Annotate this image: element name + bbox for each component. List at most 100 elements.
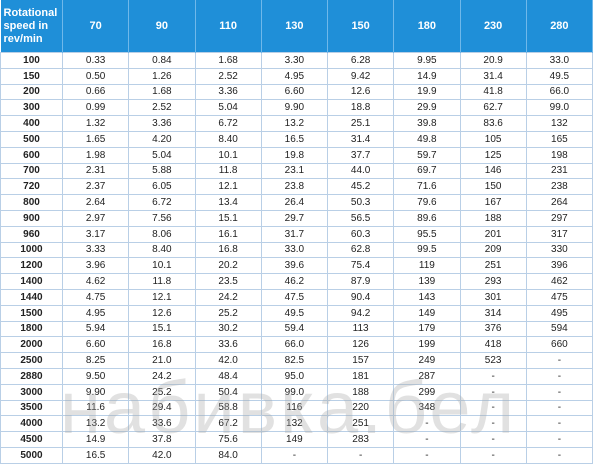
value-cell: 60.3 — [326, 225, 395, 243]
value-cell: 7.56 — [128, 209, 196, 227]
value-cell: 6.60 — [260, 83, 329, 101]
value-cell: 287 — [393, 367, 461, 385]
speed-cell: 2880 — [0, 367, 63, 385]
value-cell: 67.2 — [194, 415, 262, 433]
value-cell: 95.5 — [393, 225, 461, 243]
value-cell: 89.6 — [393, 209, 461, 227]
value-cell: 42.0 — [128, 446, 196, 464]
table-row: 3000 9.90 25.2 50.4 99.0 188 299- - — [0, 383, 593, 401]
value-cell: 264 — [525, 194, 593, 211]
value-cell: 4.75 — [61, 288, 130, 306]
value-cell: 283 — [326, 431, 395, 448]
value-cell: 14.9 — [393, 67, 461, 85]
value-cell: 299 — [393, 383, 461, 401]
value-cell: 50.4 — [194, 383, 262, 401]
value-cell: - — [459, 415, 527, 433]
speed-cell: 150 — [0, 67, 63, 85]
value-cell: 26.4 — [260, 194, 329, 211]
value-cell: 5.94 — [61, 320, 130, 338]
value-cell: 59.7 — [393, 146, 461, 164]
value-cell: 6.72 — [128, 194, 196, 211]
value-cell: 90.4 — [326, 288, 395, 306]
value-cell: 3.96 — [61, 257, 130, 275]
value-cell: 238 — [525, 178, 593, 196]
speed-cell: 1400 — [0, 273, 63, 290]
value-cell: 29.9 — [393, 99, 461, 117]
value-cell: - — [525, 352, 593, 369]
table-row: 300 0.99 2.52 5.04 9.90 18.8 29.9 62.7 99.0 — [0, 99, 593, 117]
value-cell: 33.6 — [128, 415, 196, 433]
value-cell: 149 — [393, 304, 461, 322]
value-cell: 20.9 — [459, 52, 527, 69]
value-cell: 1.68 — [128, 83, 196, 101]
value-cell: 132 — [260, 415, 329, 433]
value-cell: 301 — [459, 288, 527, 306]
value-cell: 37.8 — [128, 431, 196, 448]
value-cell: 94.2 — [326, 304, 395, 322]
value-cell: 0.50 — [61, 67, 130, 85]
value-cell: 62.8 — [326, 241, 395, 259]
speed-cell: 1500 — [0, 304, 63, 322]
value-cell: - — [525, 383, 593, 401]
column-header: 90 — [128, 0, 196, 53]
value-cell: 31.7 — [260, 225, 329, 243]
value-cell: 1.26 — [128, 67, 196, 85]
value-cell: 132 — [525, 115, 593, 132]
value-cell: 297 — [525, 209, 593, 227]
value-cell: 5.04 — [194, 99, 262, 117]
column-header: 130 — [261, 0, 329, 53]
table-row: 4000 13.2 33.6 67.2 132 251- - - — [0, 415, 593, 433]
value-cell: 8.40 — [194, 130, 262, 148]
value-cell: 31.4 — [326, 130, 395, 148]
value-cell: 24.2 — [128, 367, 196, 385]
value-cell: 220 — [326, 399, 395, 417]
value-cell: 139 — [393, 273, 461, 290]
row-header-title: Rotational speed in rev/min — [0, 0, 63, 53]
value-cell: 33.0 — [525, 52, 593, 69]
value-cell: 62.7 — [459, 99, 527, 117]
value-cell: 99.0 — [260, 383, 329, 401]
value-cell: 16.5 — [61, 446, 130, 464]
table-row: 1440 4.75 12.1 24.2 47.5 90.4 143 301 475 — [0, 288, 593, 306]
value-cell: 56.5 — [326, 209, 395, 227]
speed-cell: 900 — [0, 209, 63, 227]
value-cell: 13.2 — [61, 415, 130, 433]
value-cell: 143 — [393, 288, 461, 306]
speed-cell: 1200 — [0, 257, 63, 275]
value-cell: 49.5 — [525, 67, 593, 85]
value-cell: 3.36 — [128, 115, 196, 132]
value-cell: 12.6 — [128, 304, 196, 322]
value-cell: 179 — [393, 320, 461, 338]
value-cell: - — [260, 446, 329, 464]
value-cell: 1.32 — [61, 115, 130, 132]
value-cell: 0.99 — [61, 99, 130, 117]
value-cell: 8.06 — [128, 225, 196, 243]
value-cell: 58.8 — [194, 399, 262, 417]
value-cell: 19.9 — [393, 83, 461, 101]
value-cell: - — [525, 431, 593, 448]
table-row: 1200 3.96 10.1 20.2 39.6 75.4 119 251 396 — [0, 257, 593, 275]
value-cell: - — [459, 399, 527, 417]
value-cell: - — [393, 415, 461, 433]
value-cell: 188 — [326, 383, 395, 401]
value-cell: 1.65 — [61, 130, 130, 148]
value-cell: 44.0 — [326, 162, 395, 180]
value-cell: 30.2 — [194, 320, 262, 338]
value-cell: - — [393, 431, 461, 448]
value-cell: 21.0 — [128, 352, 196, 369]
value-cell: 8.40 — [128, 241, 196, 259]
table-row: 700 2.31 5.88 11.8 23.1 44.0 69.7 146 231 — [0, 162, 593, 180]
value-cell: 84.0 — [194, 446, 262, 464]
value-cell: 49.5 — [260, 304, 329, 322]
value-cell: 376 — [459, 320, 527, 338]
table-row: 800 2.64 6.72 13.4 26.4 50.3 79.6 167 264 — [0, 194, 593, 211]
value-cell: 99.0 — [525, 99, 593, 117]
speed-cell: 2000 — [0, 336, 63, 354]
value-cell: 9.90 — [61, 383, 130, 401]
value-cell: 16.8 — [128, 336, 196, 354]
table-row: 150 0.50 1.26 2.52 4.95 9.42 14.9 31.4 49.5 — [0, 67, 593, 85]
value-cell: 201 — [459, 225, 527, 243]
value-cell: 3.36 — [194, 83, 262, 101]
value-cell: - — [525, 446, 593, 464]
